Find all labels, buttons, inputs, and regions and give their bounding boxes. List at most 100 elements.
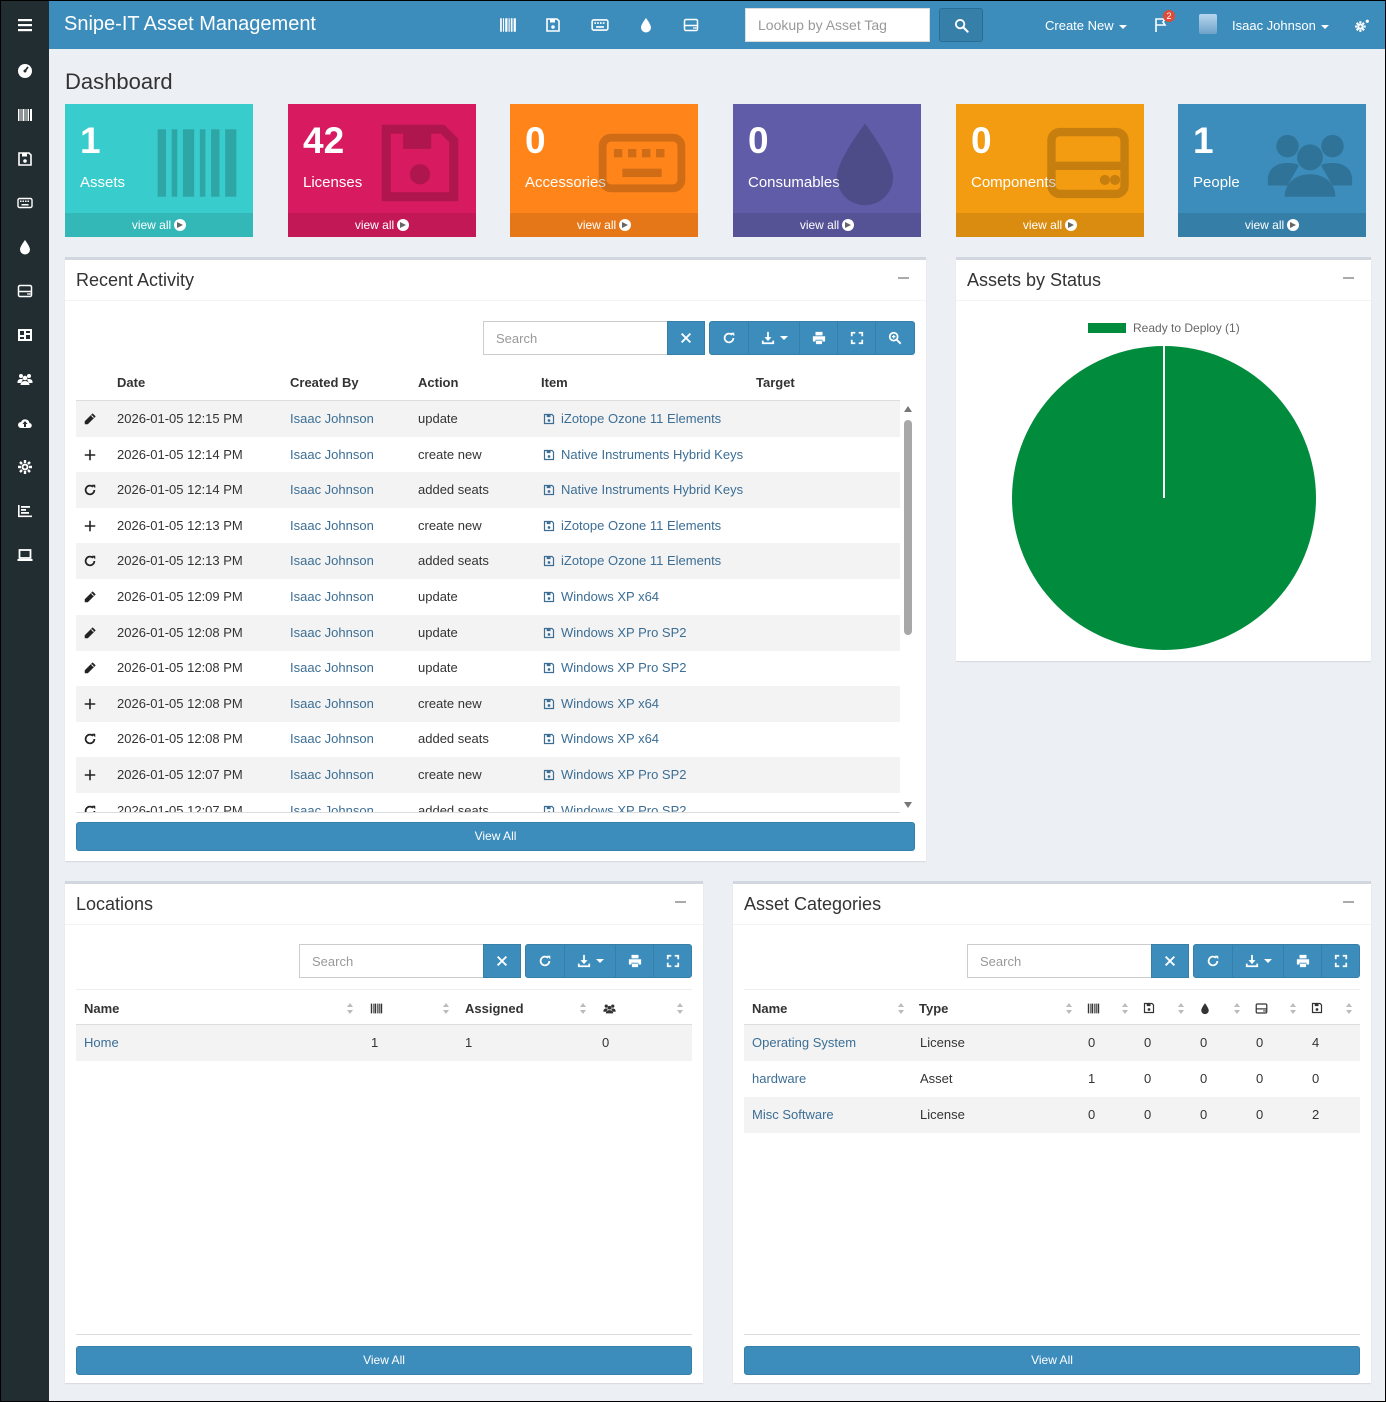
tile-view-all-link[interactable]: view all	[733, 213, 921, 237]
sort-icon[interactable]	[1066, 1003, 1072, 1014]
sidebar-item-requestable[interactable]	[1, 533, 49, 577]
sidebar-item-kits[interactable]	[1, 313, 49, 357]
lookup-button[interactable]	[939, 8, 983, 42]
search-input[interactable]: Search	[967, 944, 1153, 978]
category-name-link[interactable]: Operating System	[752, 1035, 857, 1050]
save-icon[interactable]	[1311, 1002, 1323, 1014]
activity-user-link[interactable]: Isaac Johnson	[290, 624, 374, 640]
refresh-button[interactable]	[525, 944, 565, 978]
table-row[interactable]: 2026-01-05 12:08 PM Isaac Johnson create n…	[76, 685, 900, 722]
create-new-dropdown[interactable]: Create New	[1045, 18, 1127, 33]
tile-view-all-link[interactable]: view all	[65, 213, 253, 237]
view-all-button[interactable]: View All	[76, 822, 915, 851]
tile-consumables[interactable]: 0 Consumables view all	[733, 104, 921, 237]
activity-item-link[interactable]: Windows XP Pro SP2	[543, 625, 686, 640]
table-row[interactable]: 2026-01-05 12:13 PM Isaac Johnson added se…	[76, 543, 900, 580]
print-button[interactable]	[1283, 944, 1322, 978]
scrollbar[interactable]	[902, 406, 914, 808]
export-button[interactable]	[1232, 944, 1284, 978]
sort-icon[interactable]	[677, 1003, 683, 1014]
fullscreen-button[interactable]	[837, 321, 876, 355]
table-row[interactable]: Misc Software License 0 0 0 0 2	[744, 1097, 1360, 1133]
barcode-icon[interactable]	[1087, 1002, 1100, 1015]
tile-accessories[interactable]: 0 Accessories view all	[510, 104, 698, 237]
refresh-button[interactable]	[709, 321, 749, 355]
sidebar-item-dashboard[interactable]	[1, 49, 49, 93]
search-input[interactable]: Search	[299, 944, 485, 978]
lookup-input[interactable]: Lookup by Asset Tag	[745, 8, 930, 42]
tile-view-all-link[interactable]: view all	[510, 213, 698, 237]
print-button[interactable]	[615, 944, 654, 978]
sidebar-item-licenses[interactable]	[1, 137, 49, 181]
table-row[interactable]: 2026-01-05 12:08 PM Isaac Johnson update Wi…	[76, 614, 900, 651]
clear-search-button[interactable]	[483, 944, 521, 978]
legend-label[interactable]: Ready to Deploy (1)	[1133, 321, 1240, 335]
search-input[interactable]: Search	[483, 321, 669, 355]
collapse-icon[interactable]	[675, 901, 686, 903]
sidebar-item-reports[interactable]	[1, 489, 49, 533]
activity-user-link[interactable]: Isaac Johnson	[290, 802, 374, 812]
table-row[interactable]: 2026-01-05 12:09 PM Isaac Johnson update Wi…	[76, 579, 900, 615]
activity-user-link[interactable]: Isaac Johnson	[290, 411, 374, 426]
collapse-icon[interactable]	[898, 277, 909, 279]
tile-licenses[interactable]: 42 Licenses view all	[288, 104, 476, 237]
hdd-icon[interactable]	[1255, 1002, 1268, 1015]
table-row[interactable]: 2026-01-05 12:07 PM Isaac Johnson create n…	[76, 757, 900, 793]
category-name-link[interactable]: Misc Software	[752, 1107, 834, 1122]
keyboard-icon[interactable]	[591, 16, 609, 34]
sidebar-item-components[interactable]	[1, 269, 49, 313]
save-icon[interactable]	[545, 17, 561, 33]
app-title[interactable]: Snipe-IT Asset Management	[64, 13, 316, 35]
users-icon[interactable]	[602, 1002, 617, 1015]
gears-icon[interactable]	[1354, 17, 1371, 34]
sort-icon[interactable]	[580, 1003, 586, 1014]
fullscreen-button[interactable]	[1321, 944, 1360, 978]
sidebar-item-assets[interactable]	[1, 93, 49, 137]
activity-item-link[interactable]: Windows XP x64	[543, 731, 659, 746]
refresh-button[interactable]	[1193, 944, 1233, 978]
column-header-created-by[interactable]: Created By	[290, 375, 359, 390]
column-header-type[interactable]: Type	[919, 1001, 949, 1016]
table-row[interactable]: 2026-01-05 12:14 PM Isaac Johnson create n…	[76, 437, 900, 473]
activity-user-link[interactable]: Isaac Johnson	[290, 660, 374, 676]
column-header-name[interactable]: Name	[752, 1001, 788, 1016]
column-header-name[interactable]: Name	[84, 1001, 120, 1016]
column-header-assigned[interactable]: Assigned	[465, 1001, 524, 1016]
sidebar-item-people[interactable]	[1, 357, 49, 401]
sidebar-item-settings[interactable]	[1, 445, 49, 489]
table-row[interactable]: 2026-01-05 12:07 PM Isaac Johnson added se…	[76, 793, 900, 812]
activity-item-link[interactable]: Windows XP Pro SP2	[543, 660, 686, 675]
table-row[interactable]: Operating System License 0 0 0 0 4	[744, 1025, 1360, 1061]
activity-user-link[interactable]: Isaac Johnson	[290, 553, 374, 569]
sidebar-item-accessories[interactable]	[1, 181, 49, 225]
view-all-button[interactable]: View All	[744, 1346, 1360, 1375]
avatar[interactable]	[1199, 14, 1217, 34]
export-button[interactable]	[564, 944, 616, 978]
activity-item-link[interactable]: iZotope Ozone 11 Elements	[543, 518, 721, 533]
tile-components[interactable]: 0 Components view all	[956, 104, 1144, 237]
activity-user-link[interactable]: Isaac Johnson	[290, 589, 374, 604]
tile-assets[interactable]: 1 Assets view all	[65, 104, 253, 237]
drop-icon[interactable]	[638, 17, 654, 33]
activity-item-link[interactable]: iZotope Ozone 11 Elements	[543, 411, 721, 426]
barcode-icon[interactable]	[370, 1002, 383, 1015]
table-row[interactable]: 2026-01-05 12:08 PM Isaac Johnson update Wi…	[76, 650, 900, 686]
activity-item-link[interactable]: Windows XP x64	[543, 696, 659, 711]
activity-item-link[interactable]: Windows XP x64	[543, 589, 659, 604]
sort-icon[interactable]	[1290, 1003, 1296, 1014]
activity-user-link[interactable]: Isaac Johnson	[290, 731, 374, 747]
table-row[interactable]: hardware Asset 1 0 0 0 0	[744, 1061, 1360, 1097]
sort-icon[interactable]	[898, 1003, 904, 1014]
table-row[interactable]: Home 1 1 0	[76, 1025, 692, 1061]
view-all-button[interactable]: View All	[76, 1346, 692, 1375]
sort-icon[interactable]	[1234, 1003, 1240, 1014]
tile-people[interactable]: 1 People view all	[1178, 104, 1366, 237]
save-icon[interactable]	[1143, 1002, 1155, 1014]
activity-user-link[interactable]: Isaac Johnson	[290, 767, 374, 782]
sidebar-item-import[interactable]	[1, 401, 49, 445]
category-name-link[interactable]: hardware	[752, 1071, 807, 1086]
fullscreen-button[interactable]	[653, 944, 692, 978]
activity-item-link[interactable]: iZotope Ozone 11 Elements	[543, 553, 721, 568]
sidebar-item-consumables[interactable]	[1, 225, 49, 269]
table-row[interactable]: 2026-01-05 12:14 PM Isaac Johnson added se…	[76, 472, 900, 509]
